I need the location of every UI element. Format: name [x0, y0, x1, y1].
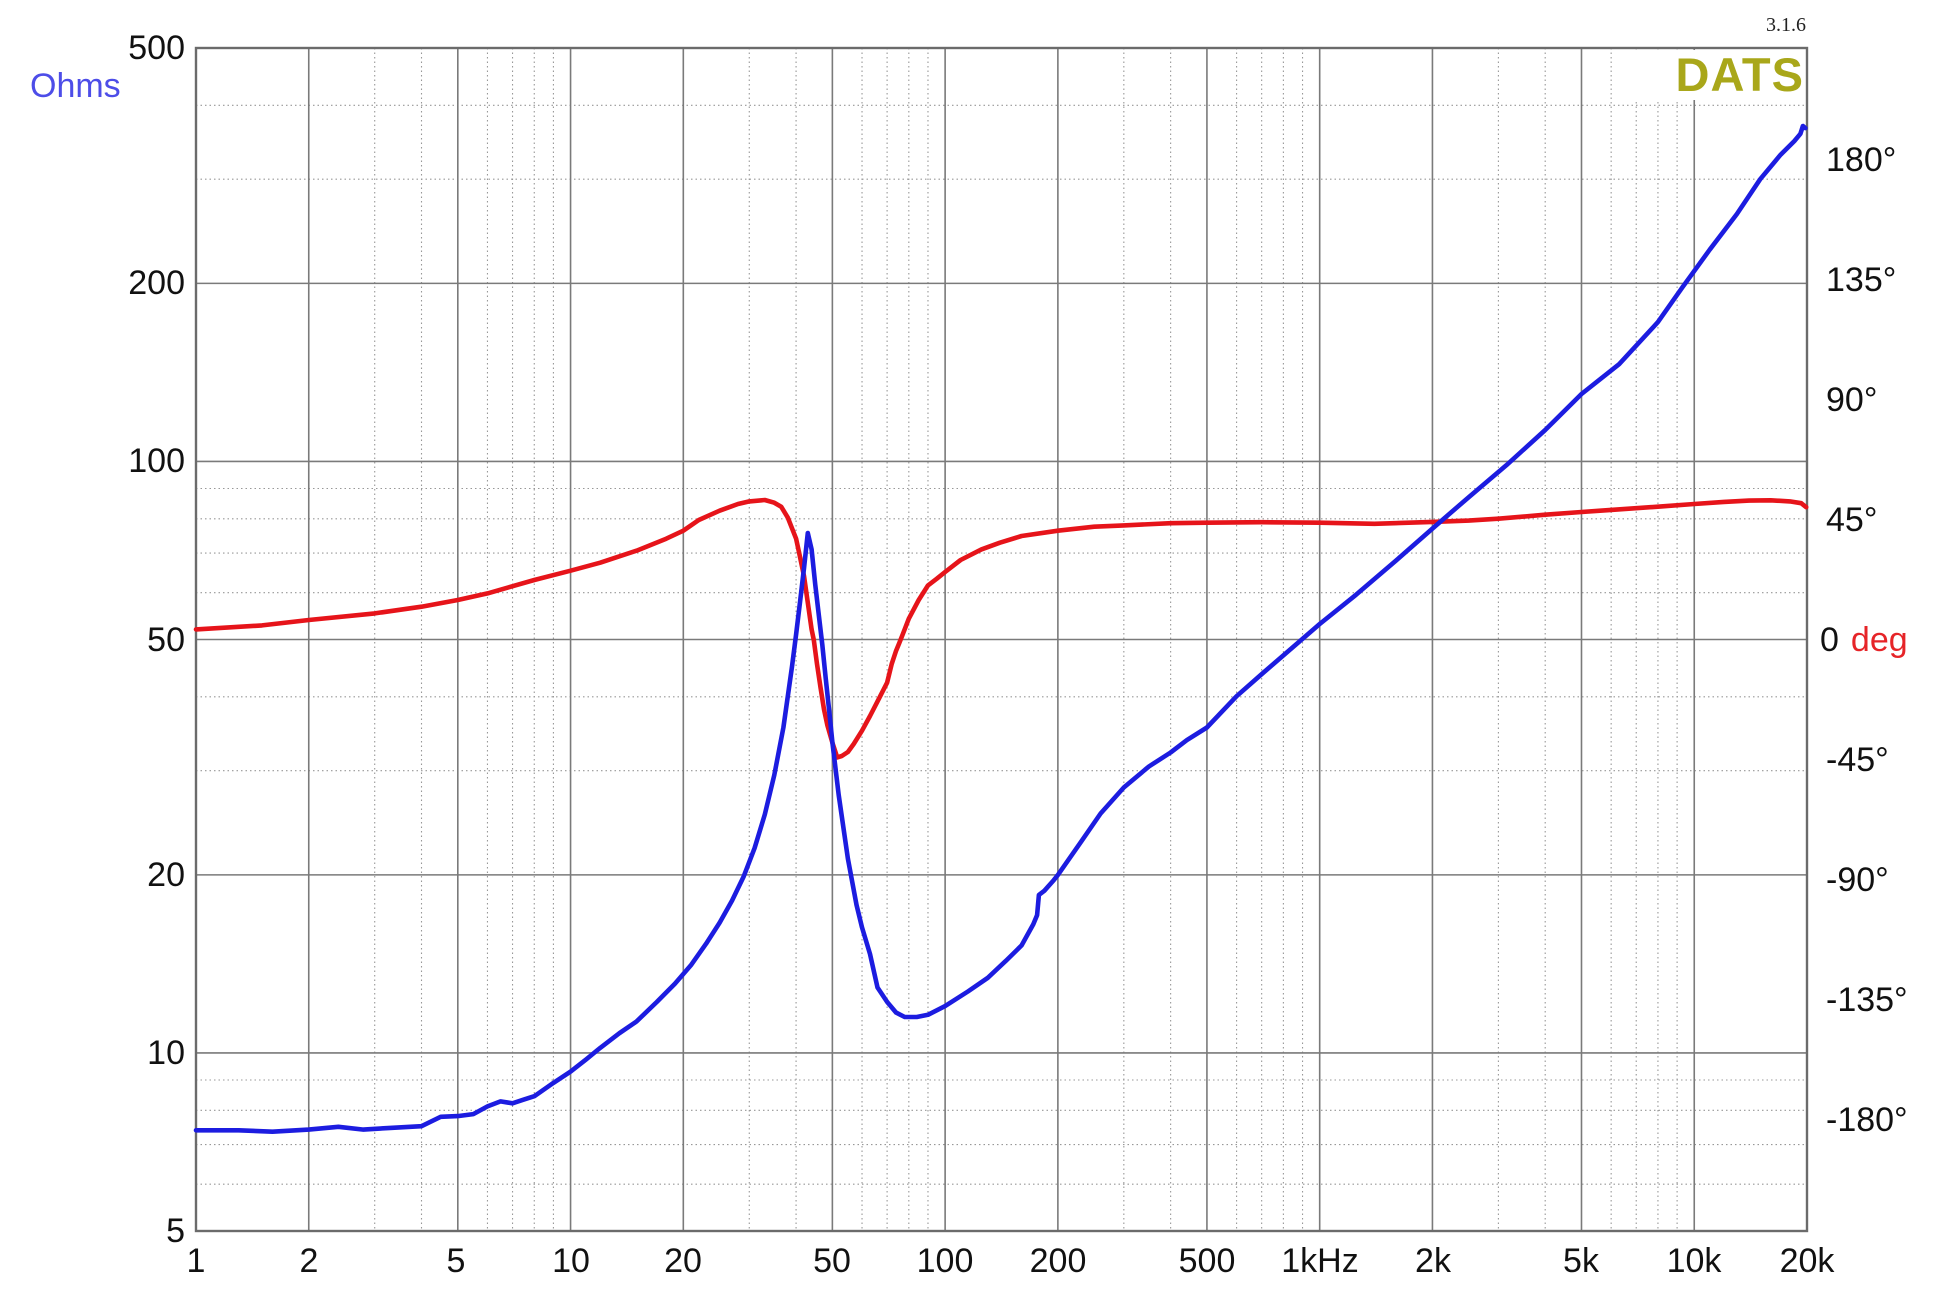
left-tick-100: 100	[128, 442, 185, 480]
app-version: 3.1.6	[1766, 14, 1806, 36]
right-tick-45: 45°	[1826, 501, 1878, 539]
bottom-tick-20: 20	[664, 1242, 702, 1280]
bottom-tick-500: 500	[1178, 1242, 1236, 1280]
right-tick-0: 0 deg	[1820, 619, 1946, 661]
right-tick-neg135: -135°	[1826, 981, 1908, 1019]
left-tick-20: 20	[147, 856, 185, 894]
right-tick-0-value: 0	[1820, 621, 1839, 659]
bottom-tick-5: 5	[446, 1242, 466, 1280]
bottom-tick-1kHz: 1kHz	[1281, 1242, 1359, 1280]
right-tick-90: 90°	[1826, 381, 1878, 419]
bottom-tick-5k: 5k	[1563, 1242, 1599, 1280]
impedance-curve	[193, 123, 1808, 1134]
right-tick-135: 135°	[1826, 261, 1897, 299]
bottom-tick-200: 200	[1029, 1242, 1087, 1280]
right-tick-neg90: -90°	[1826, 861, 1889, 899]
left-axis-title: Ohms	[30, 67, 121, 105]
bottom-tick-20k: 20k	[1779, 1242, 1835, 1280]
right-tick-neg45: -45°	[1826, 741, 1889, 779]
bottom-tick-10k: 10k	[1666, 1242, 1722, 1280]
right-axis-unit: deg	[1850, 621, 1908, 659]
grid-minor	[196, 48, 1807, 1231]
phase-curve	[193, 497, 1809, 760]
bottom-tick-2: 2	[299, 1242, 319, 1280]
right-tick-neg180: -180°	[1826, 1101, 1908, 1139]
bottom-tick-1: 1	[186, 1242, 206, 1280]
right-tick-180: 180°	[1826, 141, 1897, 179]
left-tick-5: 5	[166, 1212, 185, 1250]
bottom-tick-10: 10	[552, 1242, 590, 1280]
plot-border	[194, 46, 1809, 1233]
bottom-tick-100: 100	[916, 1242, 974, 1280]
bottom-tick-2k: 2k	[1415, 1242, 1451, 1280]
left-tick-50: 50	[147, 621, 185, 659]
bottom-tick-50: 50	[813, 1242, 851, 1280]
left-tick-200: 200	[128, 264, 185, 302]
left-tick-10: 10	[147, 1034, 185, 1072]
left-tick-500: 500	[128, 29, 185, 67]
grid-major	[195, 47, 1808, 1232]
dats-logo: DATS	[1628, 50, 1804, 100]
